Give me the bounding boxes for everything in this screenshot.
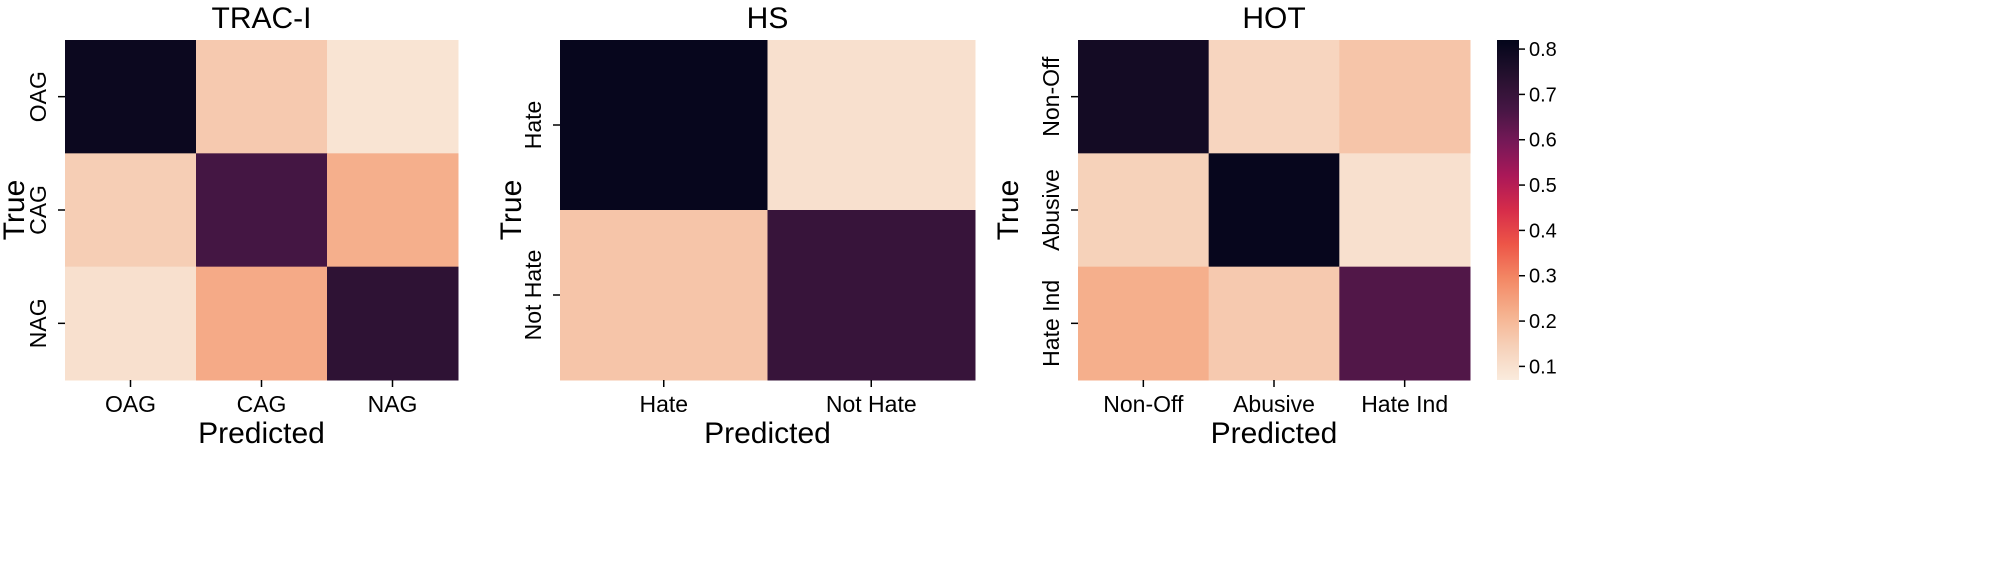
y-tick-label: CAG [25, 185, 51, 235]
y-axis-label: True [0, 180, 31, 241]
heatmap-cell [1339, 153, 1471, 268]
colorbar-tick-label: 0.6 [1529, 130, 1557, 152]
colorbar-tick-label: 0.8 [1529, 39, 1557, 61]
panel-title: HOT [1242, 2, 1305, 35]
colorbar-tick-label: 0.7 [1529, 84, 1557, 106]
heatmap-cell [65, 266, 197, 381]
heatmap-cell [767, 210, 976, 381]
heatmap-cell [65, 153, 197, 268]
y-tick-label: Hate [520, 101, 546, 150]
heatmap-cell [196, 153, 328, 268]
y-axis-label: True [495, 180, 528, 241]
x-tick-label: Hate [639, 391, 688, 417]
colorbar-tick-label: 0.2 [1529, 311, 1557, 333]
colorbar-tick-label: 0.4 [1529, 220, 1557, 242]
colorbar-tick-label: 0.3 [1529, 266, 1557, 288]
x-tick-label: Abusive [1233, 391, 1315, 417]
y-tick-label: NAG [25, 298, 51, 348]
heatmap-cell [196, 266, 328, 381]
heatmap-cell [560, 210, 768, 381]
colorbar [1497, 40, 1519, 380]
x-tick-label: CAG [237, 391, 287, 417]
heatmap-cell [196, 40, 328, 154]
panel-title: TRAC-I [212, 2, 312, 35]
heatmap-cell [65, 40, 197, 154]
y-tick-label: Hate Ind [1038, 280, 1064, 367]
x-axis-label: Predicted [704, 417, 831, 450]
heatmap-cell [327, 153, 459, 268]
x-axis-label: Predicted [1211, 417, 1338, 450]
heatmap-cell [327, 266, 459, 381]
x-tick-label: OAG [105, 391, 156, 417]
y-tick-label: Non-Off [1038, 56, 1064, 137]
heatmap-cell [1208, 40, 1340, 154]
y-tick-label: Abusive [1038, 169, 1064, 251]
heatmap-cell [1078, 40, 1210, 154]
x-tick-label: Hate Ind [1361, 391, 1448, 417]
heatmap-cell [327, 40, 459, 154]
colorbar-tick-label: 0.1 [1529, 356, 1557, 378]
x-tick-label: Non-Off [1103, 391, 1184, 417]
heatmap-cell [560, 40, 768, 211]
y-tick-label: Not Hate [520, 250, 546, 341]
heatmap-cell [1339, 266, 1471, 381]
heatmap-cell [1078, 266, 1210, 381]
heatmap-cell [1208, 266, 1340, 381]
heatmap-cell [1339, 40, 1471, 154]
y-axis-label: True [992, 180, 1025, 241]
x-axis-label: Predicted [198, 417, 325, 450]
panel-title: HS [747, 2, 789, 35]
colorbar-tick-label: 0.5 [1529, 175, 1557, 197]
y-tick-label: OAG [25, 71, 51, 122]
heatmap-cell [767, 40, 976, 211]
heatmap-cell [1208, 153, 1340, 268]
x-tick-label: Not Hate [826, 391, 917, 417]
heatmap-cell [1078, 153, 1210, 268]
x-tick-label: NAG [368, 391, 418, 417]
